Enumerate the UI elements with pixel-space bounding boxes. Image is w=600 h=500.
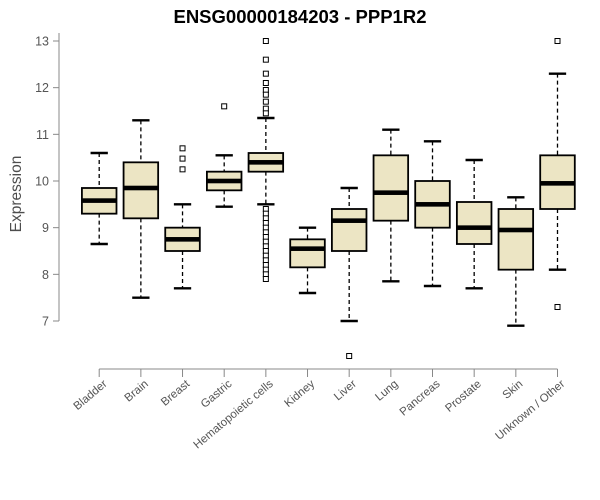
svg-text:10: 10 xyxy=(35,175,49,189)
svg-text:7: 7 xyxy=(42,315,49,329)
svg-text:9: 9 xyxy=(42,221,49,235)
svg-text:12: 12 xyxy=(35,81,49,95)
svg-text:13: 13 xyxy=(35,35,49,49)
svg-text:11: 11 xyxy=(36,128,49,142)
svg-text:8: 8 xyxy=(42,268,49,282)
